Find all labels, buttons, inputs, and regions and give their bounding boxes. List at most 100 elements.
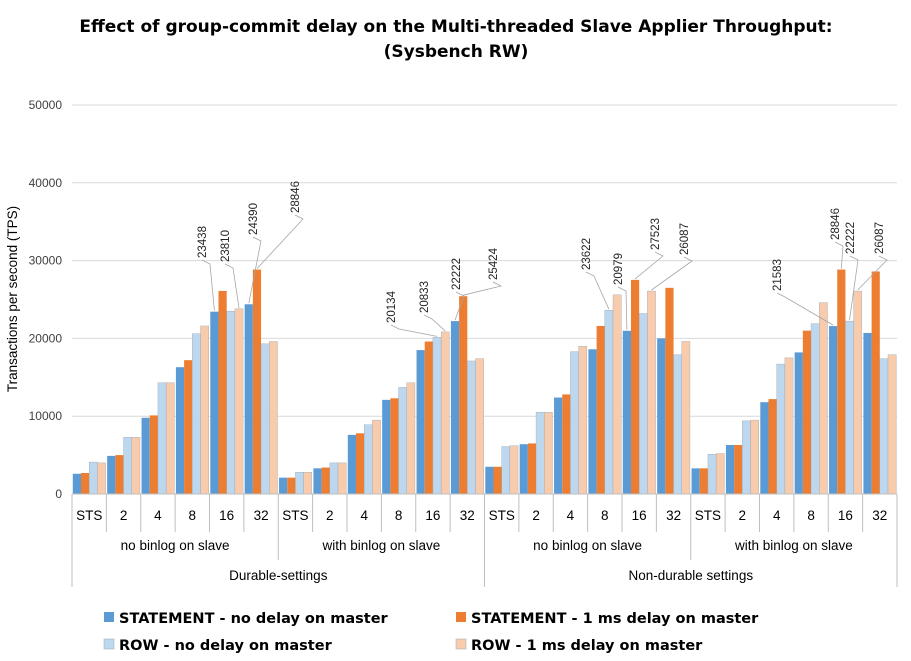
x-subgroup-label: with binlog on slave	[321, 538, 440, 553]
data-label-leader	[463, 281, 503, 296]
bar	[562, 394, 571, 494]
bar	[303, 472, 313, 495]
x-tick-label: 16	[838, 508, 853, 523]
bar	[382, 399, 391, 494]
bar	[544, 412, 553, 495]
x-tick-label: 2	[120, 508, 128, 523]
bar	[398, 387, 407, 495]
chart-title: Effect of group-commit delay on the Mult…	[79, 17, 832, 37]
bar	[578, 345, 588, 495]
bar	[269, 341, 278, 495]
bar	[802, 330, 812, 494]
bar	[715, 453, 725, 495]
bar	[200, 325, 209, 495]
bar	[707, 454, 717, 495]
data-label: 28846	[830, 208, 842, 240]
data-label: 23810	[220, 230, 232, 262]
x-tick-label: 8	[807, 508, 815, 523]
bar	[234, 308, 244, 495]
data-label: 20833	[419, 281, 431, 313]
legend-swatch	[104, 612, 114, 622]
bar	[535, 412, 545, 495]
data-label: 20134	[386, 290, 398, 323]
data-label: 22222	[451, 258, 463, 290]
bar	[440, 331, 450, 495]
bar	[157, 382, 167, 495]
x-tick-label: 32	[666, 508, 681, 523]
bar	[218, 290, 227, 494]
x-tick-label: 32	[460, 508, 475, 523]
x-tick-label: 4	[154, 508, 162, 523]
bar	[123, 437, 132, 495]
bar	[279, 477, 288, 494]
bar	[424, 341, 433, 494]
x-tick-label: STS	[489, 508, 515, 523]
y-tick-label: 20000	[29, 331, 63, 345]
x-tick-label: STS	[282, 508, 308, 523]
x-subgroup-label: no binlog on slave	[533, 538, 642, 553]
bar	[588, 349, 597, 494]
bar	[845, 320, 854, 495]
x-tick-label: 2	[739, 508, 747, 523]
x-tick-label: 4	[773, 508, 781, 523]
bar	[210, 311, 219, 494]
bar	[115, 455, 124, 494]
x-tick-label: 16	[632, 508, 647, 523]
data-label: 20979	[613, 253, 625, 285]
bar	[699, 468, 708, 494]
data-label-leader	[454, 291, 465, 321]
data-label: 26087	[679, 223, 691, 255]
bar	[337, 462, 347, 495]
bar	[887, 354, 897, 495]
bar	[879, 358, 889, 495]
bar	[760, 402, 769, 494]
bar	[141, 417, 150, 494]
bar	[432, 337, 442, 495]
data-label-leader	[834, 241, 844, 269]
bar	[794, 352, 803, 494]
bar	[509, 445, 519, 495]
bar	[638, 313, 648, 495]
bar	[252, 269, 262, 494]
bar	[519, 444, 528, 494]
x-tick-label: 8	[601, 508, 609, 523]
x-axis: STS 2 4 8 16 32 STS 2 4 8 16 32 STS 2 4 8 16 32 STS 2 4 8 16 32…	[71, 493, 898, 587]
bar	[88, 461, 98, 495]
x-tick-label: 32	[872, 508, 887, 523]
x-tick-label: 4	[360, 508, 368, 523]
gridlines	[72, 104, 897, 417]
x-tick-label: 32	[254, 508, 269, 523]
bar	[295, 472, 304, 495]
data-label-leader	[390, 324, 438, 337]
legend-label: STATEMENT - 1 ms delay on master	[471, 611, 759, 627]
y-axis-label: Transactions per second (TPS)	[5, 206, 20, 392]
data-label-leader	[248, 236, 262, 304]
bar	[837, 269, 846, 494]
bar	[784, 357, 794, 495]
bar	[596, 325, 605, 494]
bar	[131, 437, 141, 495]
data-label: 25424	[488, 247, 500, 280]
data-label: 22222	[845, 222, 857, 254]
y-tick-label: 0	[55, 487, 62, 501]
bar	[226, 310, 236, 495]
legend-swatch	[455, 638, 467, 650]
bar	[630, 279, 640, 494]
x-subgroup-label: with binlog on slave	[734, 538, 853, 553]
bar	[604, 310, 614, 495]
bars	[72, 269, 897, 495]
data-label-leader	[849, 255, 859, 321]
data-label-leader	[651, 256, 693, 291]
legend-label: STATEMENT - no delay on master	[119, 611, 389, 627]
legend: STATEMENT - no delay on master STATEMENT …	[103, 611, 759, 654]
data-label-leader	[423, 314, 446, 332]
bar	[863, 332, 872, 494]
bar	[184, 360, 193, 494]
x-tick-label: 4	[567, 508, 575, 523]
bar	[260, 343, 270, 495]
bar	[406, 382, 416, 495]
bar	[467, 360, 476, 495]
data-label: 26087	[874, 222, 886, 254]
legend-swatch	[103, 638, 115, 650]
bar	[192, 333, 201, 495]
